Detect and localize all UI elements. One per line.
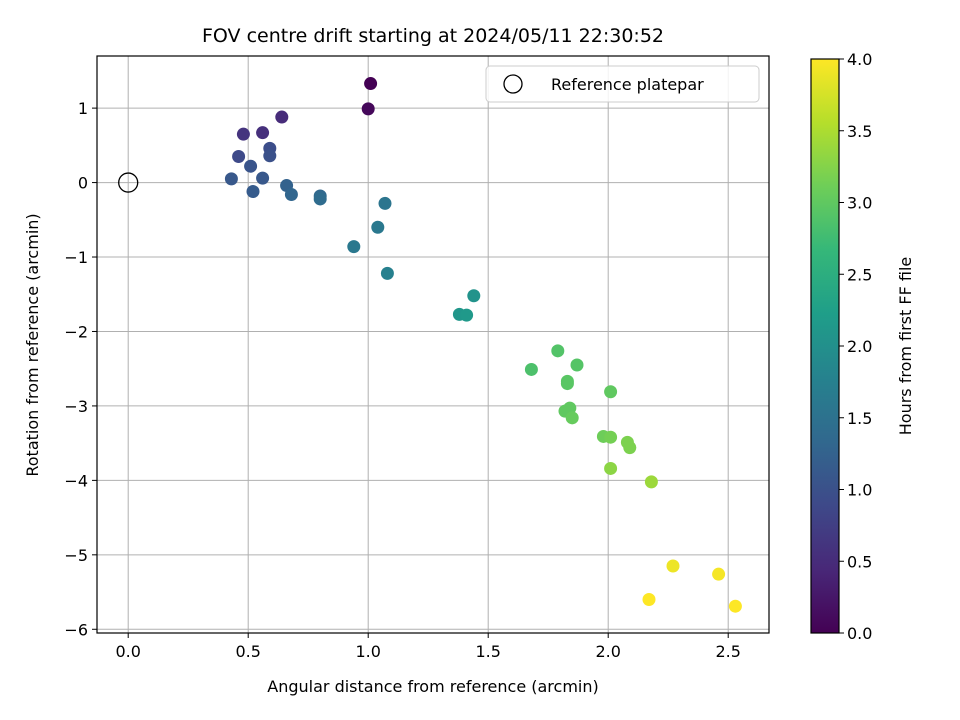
data-point — [256, 126, 270, 140]
scatter-points — [224, 77, 742, 613]
data-point — [565, 411, 579, 425]
data-point — [246, 185, 260, 199]
colorbar-tick-label: 2.5 — [847, 265, 872, 284]
colorbar-tick-label: 1.5 — [847, 409, 872, 428]
data-point — [728, 599, 742, 613]
colorbar-tick-label: 1.0 — [847, 481, 872, 500]
y-tick-label: 1 — [78, 99, 88, 118]
y-tick-label: −6 — [64, 620, 88, 639]
data-point — [224, 172, 238, 186]
x-tick-label: 1.5 — [475, 642, 500, 661]
colorbar-tick-label: 0.0 — [847, 624, 872, 643]
x-tick-label: 1.0 — [355, 642, 380, 661]
data-point — [551, 344, 565, 358]
colorbar-label: Hours from first FF file — [896, 257, 915, 436]
y-tick-label: −2 — [64, 322, 88, 341]
reference-marker-group — [118, 172, 139, 193]
data-point — [364, 77, 378, 91]
data-point — [361, 102, 375, 116]
data-point — [460, 308, 474, 322]
data-point — [275, 110, 289, 124]
legend-entry-label: Reference platepar — [551, 75, 704, 94]
data-point — [263, 149, 277, 163]
data-point — [236, 127, 250, 141]
y-tick-label: −4 — [64, 471, 88, 490]
y-axis-ticks: 1 0 −1 −2 −3 −4 −5 −6 — [64, 99, 97, 639]
data-point — [232, 150, 246, 164]
y-tick-label: 0 — [78, 174, 88, 193]
data-point — [604, 430, 618, 444]
data-point — [604, 385, 618, 399]
grid-lines — [97, 56, 769, 633]
data-point — [467, 289, 481, 303]
x-tick-label: 0.5 — [235, 642, 260, 661]
data-point — [642, 592, 656, 606]
data-point — [244, 159, 258, 173]
data-point — [378, 196, 392, 210]
colorbar-fill — [811, 59, 839, 633]
colorbar: 0.0 0.5 1.0 1.5 2.0 2.5 3.0 3.5 4.0 Hours from f… — [810, 50, 915, 643]
legend: Reference platepar — [485, 65, 760, 103]
data-point — [524, 362, 538, 376]
data-point — [380, 266, 394, 280]
legend-reference-marker — [503, 74, 523, 94]
data-point — [284, 187, 298, 201]
data-point — [560, 377, 574, 391]
x-axis-ticks: 0.0 0.5 1.0 1.5 2.0 2.5 — [115, 633, 741, 661]
colorbar-tick-label: 3.5 — [847, 122, 872, 141]
colorbar-tick-label: 3.0 — [847, 194, 872, 213]
colorbar-ticks: 0.0 0.5 1.0 1.5 2.0 2.5 3.0 3.5 4.0 — [839, 50, 872, 643]
data-point — [313, 192, 327, 206]
data-point — [371, 220, 385, 234]
x-axis-label: Angular distance from reference (arcmin) — [267, 677, 598, 696]
data-point — [256, 171, 270, 185]
x-tick-label: 0.0 — [115, 642, 140, 661]
data-point — [712, 567, 726, 581]
plot-frame — [96, 55, 770, 634]
data-point — [666, 559, 680, 573]
legend-box — [485, 65, 760, 103]
chart-title: FOV centre drift starting at 2024/05/11 … — [202, 25, 664, 47]
reference-platepar-marker — [118, 172, 139, 193]
data-point — [570, 358, 584, 372]
data-point — [623, 441, 637, 455]
colorbar-tick-label: 0.5 — [847, 552, 872, 571]
y-axis-label: Rotation from reference (arcmin) — [23, 213, 42, 476]
y-tick-label: −5 — [64, 546, 88, 565]
y-tick-label: −3 — [64, 397, 88, 416]
colorbar-tick-label: 2.0 — [847, 337, 872, 356]
data-point — [644, 475, 658, 489]
y-tick-label: −1 — [64, 248, 88, 267]
x-tick-label: 2.5 — [715, 642, 740, 661]
colorbar-tick-label: 4.0 — [847, 50, 872, 69]
data-point — [347, 240, 361, 254]
x-tick-label: 2.0 — [595, 642, 620, 661]
data-point — [604, 461, 618, 475]
